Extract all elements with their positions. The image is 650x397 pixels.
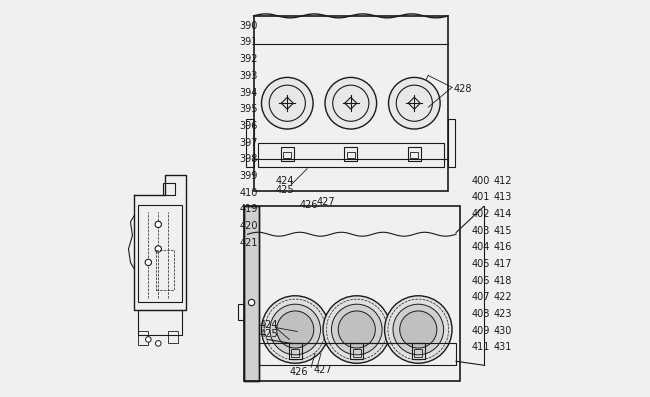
Text: 415: 415 bbox=[494, 225, 512, 236]
Bar bbox=[289, 343, 302, 359]
Text: 409: 409 bbox=[471, 326, 489, 336]
Text: 426: 426 bbox=[299, 200, 318, 210]
Text: 403: 403 bbox=[471, 225, 489, 236]
Text: 402: 402 bbox=[471, 209, 489, 219]
Circle shape bbox=[338, 311, 375, 348]
Text: 411: 411 bbox=[471, 342, 489, 353]
Circle shape bbox=[155, 246, 161, 252]
Text: 408: 408 bbox=[471, 309, 489, 319]
Bar bbox=[347, 152, 355, 158]
Bar bbox=[246, 119, 254, 167]
Text: 421: 421 bbox=[240, 237, 258, 248]
Bar bbox=[238, 304, 244, 320]
Text: 400: 400 bbox=[471, 175, 489, 186]
Circle shape bbox=[332, 304, 382, 355]
Bar bbox=[168, 331, 178, 343]
Circle shape bbox=[385, 296, 452, 363]
Circle shape bbox=[261, 296, 329, 363]
Circle shape bbox=[261, 77, 313, 129]
Text: 399: 399 bbox=[240, 171, 258, 181]
Text: 410: 410 bbox=[240, 187, 258, 198]
Bar bbox=[281, 147, 294, 161]
Bar bbox=[291, 349, 299, 357]
Text: 405: 405 bbox=[471, 259, 489, 269]
Text: 430: 430 bbox=[494, 326, 512, 336]
Bar bbox=[259, 343, 456, 365]
Circle shape bbox=[155, 221, 161, 227]
Circle shape bbox=[400, 311, 437, 348]
Text: 392: 392 bbox=[240, 54, 258, 64]
Text: 390: 390 bbox=[240, 21, 258, 31]
Bar bbox=[283, 152, 291, 158]
Text: 425: 425 bbox=[276, 185, 294, 195]
Text: 416: 416 bbox=[494, 242, 512, 252]
Text: 422: 422 bbox=[494, 292, 512, 303]
Circle shape bbox=[155, 341, 161, 346]
Text: 391: 391 bbox=[240, 37, 258, 48]
Bar bbox=[244, 206, 460, 381]
Text: 426: 426 bbox=[289, 367, 307, 378]
Text: 427: 427 bbox=[317, 197, 335, 208]
Text: 406: 406 bbox=[471, 276, 489, 286]
Bar bbox=[410, 152, 419, 158]
Circle shape bbox=[146, 337, 151, 342]
Circle shape bbox=[323, 296, 391, 363]
Bar bbox=[412, 343, 424, 359]
Bar bbox=[344, 147, 357, 161]
Text: 423: 423 bbox=[494, 309, 512, 319]
Bar bbox=[138, 310, 182, 335]
Bar bbox=[244, 206, 259, 381]
Bar bbox=[448, 119, 455, 167]
Text: 394: 394 bbox=[240, 87, 258, 98]
Text: 418: 418 bbox=[494, 276, 512, 286]
Bar bbox=[163, 183, 176, 195]
Bar bbox=[414, 349, 422, 357]
Text: 431: 431 bbox=[494, 342, 512, 353]
Text: 413: 413 bbox=[494, 192, 512, 202]
Bar bbox=[138, 204, 182, 302]
Circle shape bbox=[277, 311, 314, 348]
Circle shape bbox=[325, 77, 376, 129]
Text: 428: 428 bbox=[454, 84, 473, 94]
Circle shape bbox=[393, 304, 443, 355]
Circle shape bbox=[270, 304, 320, 355]
Bar bbox=[254, 16, 448, 191]
Text: 427: 427 bbox=[313, 365, 332, 375]
Bar bbox=[138, 331, 148, 345]
Text: 407: 407 bbox=[471, 292, 489, 303]
Text: 404: 404 bbox=[471, 242, 489, 252]
Text: 420: 420 bbox=[240, 221, 258, 231]
Text: 424: 424 bbox=[276, 175, 294, 186]
Text: 396: 396 bbox=[240, 121, 258, 131]
Text: 412: 412 bbox=[494, 175, 512, 186]
Bar bbox=[350, 343, 363, 359]
Bar bbox=[257, 143, 444, 167]
Text: 401: 401 bbox=[471, 192, 489, 202]
Text: 393: 393 bbox=[240, 71, 258, 81]
Text: 424: 424 bbox=[259, 320, 278, 330]
Bar bbox=[408, 147, 421, 161]
Bar bbox=[156, 250, 174, 290]
Text: 397: 397 bbox=[240, 137, 258, 148]
Bar bbox=[353, 349, 361, 357]
Text: 419: 419 bbox=[240, 204, 258, 214]
Text: 398: 398 bbox=[240, 154, 258, 164]
Bar bbox=[244, 206, 259, 381]
Text: 425: 425 bbox=[259, 329, 278, 339]
Circle shape bbox=[248, 299, 255, 306]
Text: 414: 414 bbox=[494, 209, 512, 219]
Text: 395: 395 bbox=[240, 104, 258, 114]
Circle shape bbox=[145, 259, 151, 266]
Text: 417: 417 bbox=[494, 259, 512, 269]
Circle shape bbox=[389, 77, 440, 129]
